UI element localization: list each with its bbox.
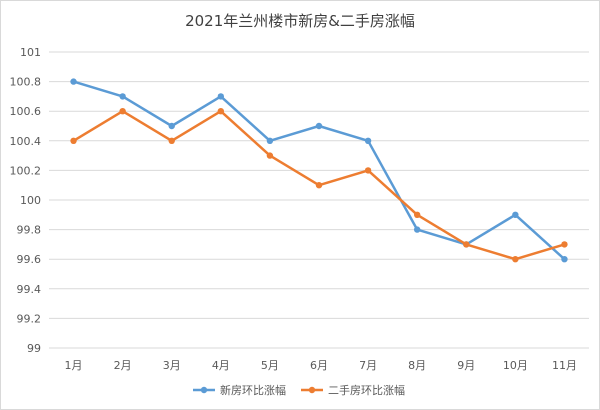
data-point — [413, 211, 421, 218]
legend-label: 新房环比涨幅 — [220, 383, 286, 397]
data-point — [512, 211, 519, 218]
legend-marker — [308, 386, 316, 394]
data-point — [315, 182, 323, 189]
y-tick-label: 100.6 — [10, 105, 42, 118]
y-tick-label: 101 — [20, 46, 41, 59]
data-point — [512, 256, 519, 263]
y-tick-label: 99 — [27, 342, 41, 355]
data-point — [217, 108, 225, 115]
x-tick-label: 9月 — [457, 359, 475, 372]
data-point — [413, 226, 421, 233]
series-lines — [70, 78, 568, 263]
x-tick-label: 10月 — [503, 359, 528, 372]
data-point — [463, 241, 470, 248]
data-point — [217, 93, 225, 100]
y-tick-label: 99.4 — [17, 283, 42, 296]
y-tick-label: 100.8 — [10, 76, 42, 89]
chart-title: 2021年兰州楼市新房&二手房涨幅 — [185, 12, 415, 30]
x-tick-label: 6月 — [310, 359, 328, 372]
data-point — [266, 152, 274, 159]
x-tick-label: 11月 — [552, 359, 577, 372]
y-tick-label: 100 — [20, 194, 41, 207]
y-axis-ticks: 99 99.2 99.4 99.6 99.8 100 100.2 100.4 100.6 100.… — [10, 46, 42, 355]
x-tick-label: 2月 — [114, 359, 132, 372]
x-tick-label: 8月 — [408, 359, 426, 372]
x-tick-label: 4月 — [212, 359, 230, 372]
legend-marker — [200, 386, 208, 394]
data-point — [561, 256, 568, 263]
data-point — [315, 122, 323, 130]
data-point — [364, 167, 372, 174]
x-tick-label: 5月 — [261, 359, 279, 372]
x-tick-label: 7月 — [359, 359, 377, 372]
data-point — [70, 78, 77, 85]
legend: 新房环比涨幅 二手房环比涨幅 — [193, 383, 405, 397]
gridlines — [49, 51, 589, 349]
data-point — [119, 108, 126, 115]
y-tick-label: 100.4 — [10, 135, 42, 148]
data-point — [364, 137, 372, 144]
data-point — [561, 241, 568, 248]
y-tick-label: 99.6 — [17, 253, 42, 266]
data-point — [168, 122, 175, 130]
data-point — [119, 93, 126, 100]
x-tick-label: 3月 — [163, 359, 181, 372]
x-axis-ticks: 1月 2月 3月 4月 5月 6月 7月 8月 9月 10月 11月 — [65, 359, 577, 372]
y-tick-label: 99.2 — [17, 312, 42, 325]
legend-label: 二手房环比涨幅 — [328, 383, 405, 397]
data-point — [266, 137, 274, 144]
y-tick-label: 100.2 — [10, 164, 42, 177]
x-tick-label: 1月 — [65, 359, 83, 372]
y-tick-label: 99.8 — [17, 224, 42, 237]
data-point — [70, 137, 77, 144]
data-point — [168, 137, 175, 144]
